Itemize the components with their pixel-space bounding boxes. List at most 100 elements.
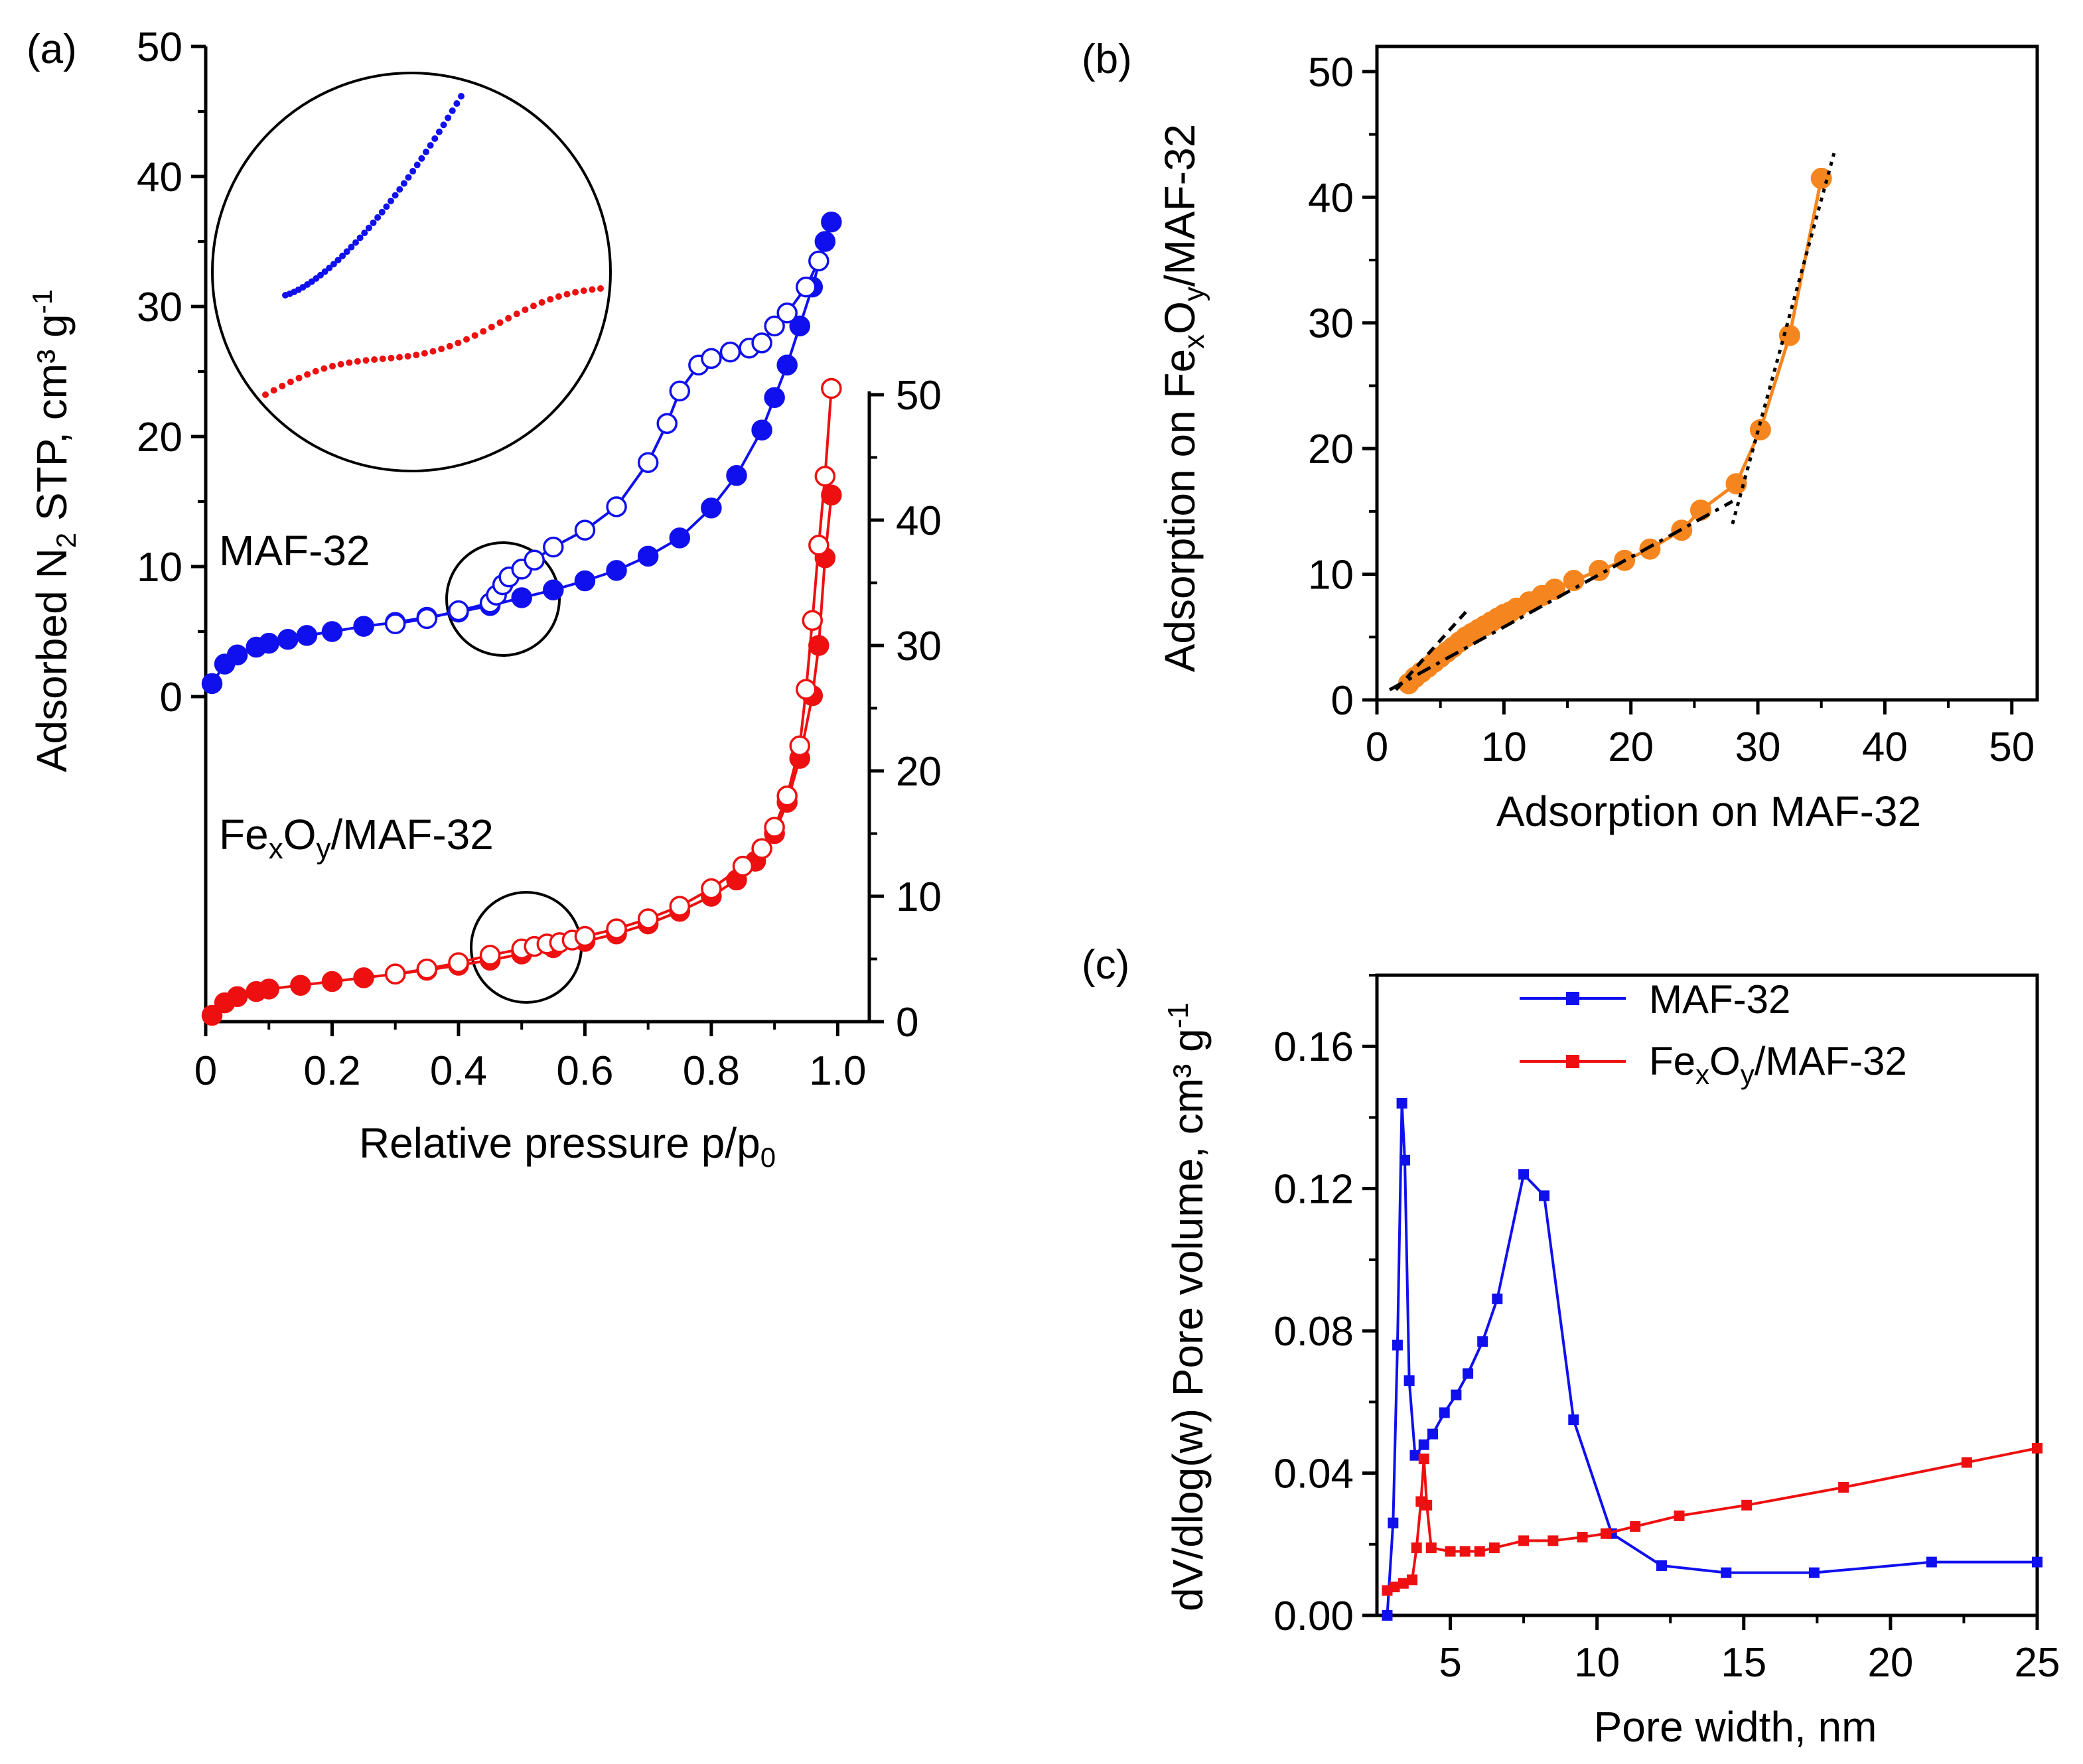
data-point-c: [1474, 1546, 1485, 1557]
inset-red-dot: [438, 346, 445, 353]
inset-red-dot: [513, 310, 520, 318]
inset-red-dot: [287, 378, 294, 385]
data-point-c: [1418, 1439, 1429, 1450]
series-line-a: [210, 221, 833, 685]
data-point-a: [732, 855, 754, 877]
data-point-b: [1778, 324, 1800, 346]
inset-blue-dot: [409, 168, 417, 175]
panel-b-label: (b): [1082, 36, 1132, 82]
fit-line-b: [1394, 610, 1467, 691]
data-point-a: [448, 952, 469, 973]
inset-magnifier: [211, 72, 612, 472]
inset-red-dot: [463, 336, 470, 343]
data-point-a: [808, 250, 829, 272]
y-right-tick-label-a: 10: [896, 874, 942, 920]
y-tick-label-b: 0: [1331, 678, 1354, 724]
inset-blue-dot: [378, 208, 386, 216]
inset-blue-dot: [423, 149, 429, 156]
data-point-a: [701, 498, 722, 519]
y-right-tick-label-a: 40: [896, 498, 942, 544]
inset-red-dot: [589, 286, 596, 293]
data-point-a: [808, 535, 829, 556]
data-point-a: [384, 963, 406, 984]
inset-red-dot: [329, 362, 336, 370]
panel-c: (c) 5 10 15 20 25 0.00 0.04 0.08 0.12 0.16 Pore w…: [1082, 942, 2060, 1751]
inset-blue-dot: [361, 230, 368, 237]
data-point-a: [776, 785, 798, 807]
data-point-a: [776, 354, 798, 375]
inset-blue-dot: [334, 257, 342, 264]
data-point-c: [1382, 1610, 1393, 1621]
inset-red-dot: [471, 332, 478, 339]
inset-blue-dot: [458, 93, 465, 100]
data-point-a: [258, 979, 279, 1000]
data-point-a: [789, 315, 810, 337]
panel-a-label: (a): [27, 27, 77, 72]
y-right-tick-label-a: 30: [896, 624, 942, 669]
data-point-b: [1544, 578, 1565, 600]
data-point-c: [1961, 1457, 1972, 1468]
x-tick-label-c: 25: [2015, 1640, 2060, 1686]
x-tick-label-c: 15: [1721, 1640, 1766, 1686]
data-point-c: [1539, 1190, 1550, 1201]
series-line-a: [395, 388, 833, 976]
data-point-a: [543, 536, 564, 558]
y-tick-label-c: 0.16: [1273, 1024, 1354, 1070]
data-point-a: [637, 908, 659, 929]
inset-red-dot: [295, 374, 303, 381]
data-point-a: [258, 632, 279, 654]
data-point-a: [802, 610, 824, 631]
x-tick-label-a: 0.4: [430, 1048, 487, 1094]
inset-red-dot: [396, 354, 403, 361]
legend-label-fexoy-maf32: FexOy/MAF-32: [1649, 1039, 1907, 1090]
data-point-c: [1926, 1556, 1937, 1568]
data-point-c: [1388, 1517, 1399, 1528]
x-tick-label-a: 0.8: [683, 1048, 740, 1094]
data-point-c: [1459, 1546, 1471, 1557]
data-point-c: [1421, 1499, 1433, 1511]
x-tick-label-c: 20: [1867, 1640, 1913, 1686]
inset-red-dot: [421, 350, 428, 357]
inset-red-dot: [379, 355, 386, 362]
inset-red-dot: [572, 289, 579, 296]
inset-red-dot: [279, 382, 286, 389]
data-point-c: [1656, 1560, 1667, 1571]
y-tick-label-b: 10: [1308, 553, 1354, 598]
inset-red-dot: [580, 287, 587, 295]
data-point-c: [2032, 1556, 2043, 1568]
series-line-c: [1386, 1447, 2038, 1592]
x-tick-label-a: 1.0: [809, 1048, 866, 1094]
data-point-a: [321, 621, 343, 642]
y-right-tick-label-a: 50: [896, 373, 942, 419]
inset-red-dot: [555, 293, 562, 300]
x-tick-label-a: 0.6: [556, 1048, 613, 1094]
inset-red-dot: [312, 368, 319, 375]
data-point-c: [1400, 1154, 1411, 1166]
data-point-a: [201, 673, 223, 695]
x-tick-label-c: 10: [1574, 1640, 1620, 1686]
x-tick-label-c: 5: [1439, 1640, 1461, 1686]
data-point-c: [1389, 1582, 1400, 1593]
y-right-tick-label-a: 0: [896, 1000, 918, 1046]
inset-red-dot: [346, 359, 353, 366]
data-point-a: [764, 817, 785, 838]
data-point-a: [656, 413, 678, 435]
data-point-c: [1741, 1499, 1753, 1511]
data-point-a: [814, 231, 836, 252]
data-point-a: [796, 276, 817, 298]
data-point-a: [353, 967, 374, 988]
inset-red-dot: [488, 323, 495, 330]
data-point-a: [416, 958, 438, 980]
legend-item-maf32: MAF-32: [1520, 977, 1790, 1022]
data-point-c: [1398, 1578, 1409, 1589]
inset-blue-dot: [374, 214, 382, 221]
data-point-c: [1600, 1528, 1611, 1539]
inset-red-dot: [597, 285, 604, 292]
data-point-c: [1630, 1521, 1641, 1532]
inset-red-dot: [304, 371, 311, 378]
inset-red-dot: [522, 306, 529, 313]
data-point-c: [1411, 1542, 1422, 1554]
inset-red-dot: [563, 291, 571, 298]
zoom-circle-maf: [445, 541, 561, 657]
y-left-tick-label-a: 10: [137, 545, 182, 590]
